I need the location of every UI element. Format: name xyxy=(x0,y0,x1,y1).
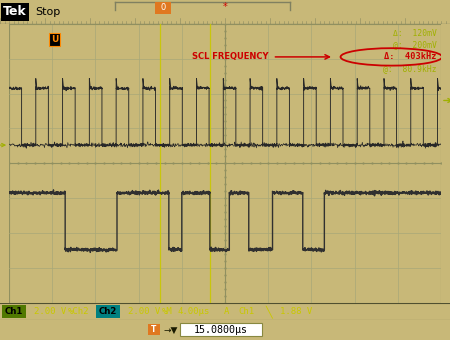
Text: 4.00μs: 4.00μs xyxy=(178,307,210,316)
Text: Ch1: Ch1 xyxy=(238,307,254,316)
Text: *: * xyxy=(223,2,227,12)
Text: 2.00 V: 2.00 V xyxy=(34,307,66,316)
Text: 15.0800μs: 15.0800μs xyxy=(194,325,248,335)
Bar xyxy=(2,305,26,318)
Text: 0: 0 xyxy=(160,3,166,13)
Text: @:  80.9kHz: @: 80.9kHz xyxy=(383,64,436,73)
Text: Stop: Stop xyxy=(36,7,61,17)
Text: Δ:  403kHz: Δ: 403kHz xyxy=(384,52,436,62)
Text: SCL FREQUENCY: SCL FREQUENCY xyxy=(192,52,268,62)
Bar xyxy=(155,2,171,14)
Text: Δ:  120mV: Δ: 120mV xyxy=(393,29,436,38)
Text: Ch2: Ch2 xyxy=(99,307,117,316)
Text: A: A xyxy=(224,307,230,316)
Bar xyxy=(96,305,120,318)
Text: 1.88 V: 1.88 V xyxy=(280,307,312,316)
Text: T: T xyxy=(151,325,157,334)
Text: Tek: Tek xyxy=(3,5,27,18)
Bar xyxy=(1,3,29,21)
Text: U: U xyxy=(51,35,58,44)
Text: Ch1: Ch1 xyxy=(5,307,23,316)
Text: ╲: ╲ xyxy=(265,305,272,318)
Text: →▼: →▼ xyxy=(164,326,178,335)
Text: %M: %M xyxy=(162,307,173,316)
Text: %Ch2: %Ch2 xyxy=(68,307,90,316)
Text: @:  200mV: @: 200mV xyxy=(393,40,436,49)
Text: 2.00 V: 2.00 V xyxy=(128,307,160,316)
Bar xyxy=(180,323,262,336)
Bar xyxy=(148,324,160,335)
